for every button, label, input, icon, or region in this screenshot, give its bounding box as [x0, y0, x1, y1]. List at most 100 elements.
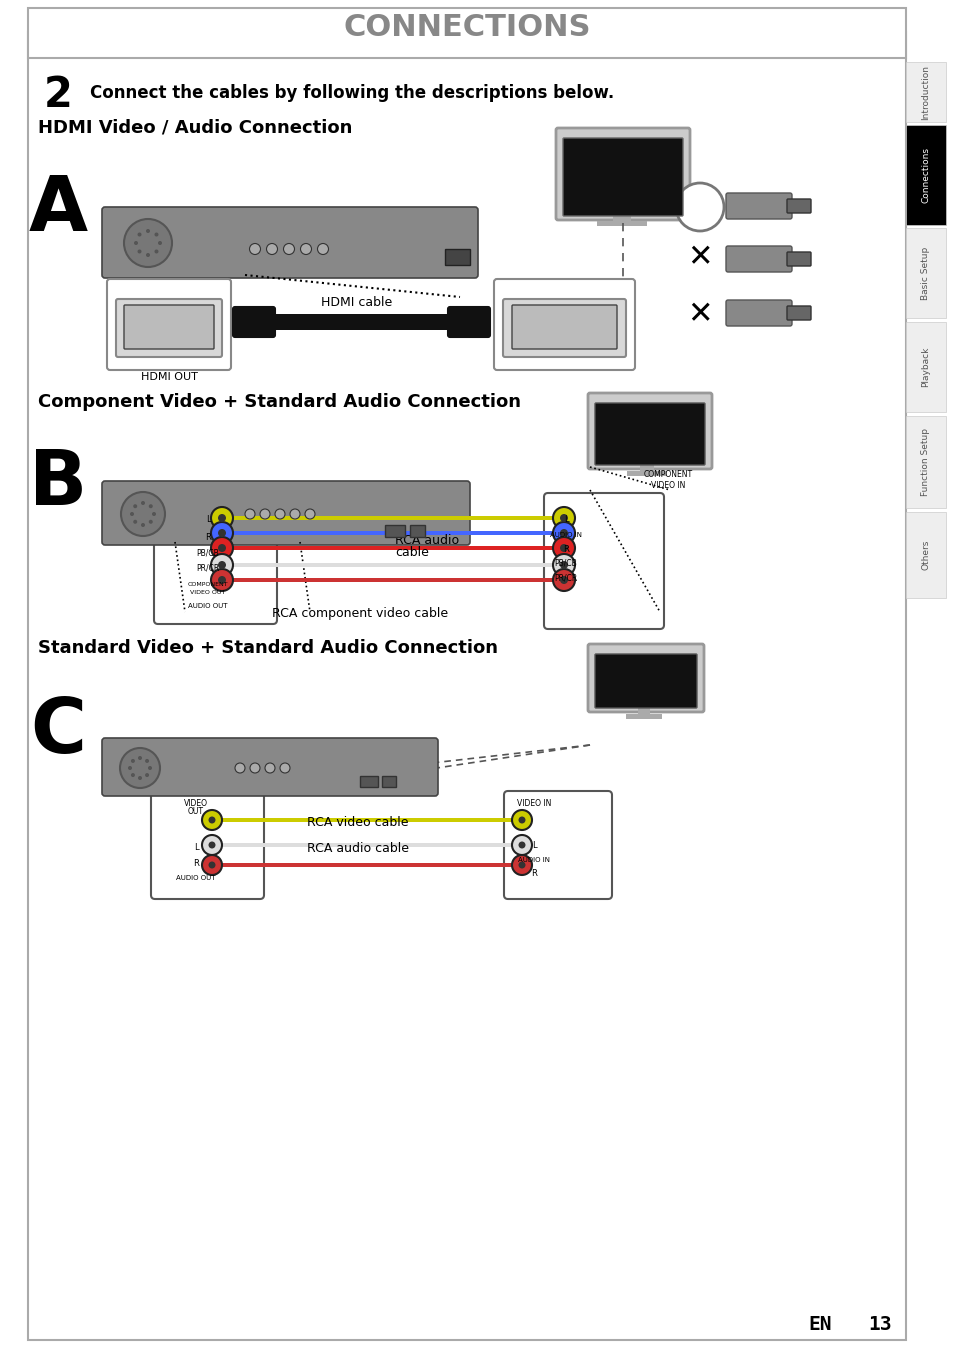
Circle shape [512, 855, 532, 875]
Circle shape [141, 523, 145, 527]
Circle shape [260, 510, 270, 519]
Bar [222, 578, 563, 582]
Text: A: A [29, 173, 88, 247]
Circle shape [280, 763, 290, 772]
Circle shape [145, 772, 149, 776]
Circle shape [300, 244, 312, 255]
Circle shape [559, 514, 567, 522]
FancyBboxPatch shape [502, 299, 625, 357]
Text: R: R [562, 545, 568, 554]
Circle shape [146, 253, 150, 257]
Circle shape [202, 855, 222, 875]
Text: HDMI Video / Audio Connection: HDMI Video / Audio Connection [38, 119, 352, 137]
Bar [270, 314, 453, 330]
Circle shape [218, 545, 226, 551]
Circle shape [676, 183, 723, 231]
Text: L: L [206, 515, 210, 524]
Circle shape [283, 244, 294, 255]
Circle shape [158, 241, 162, 245]
Circle shape [131, 772, 134, 776]
FancyBboxPatch shape [151, 791, 264, 899]
Circle shape [553, 537, 575, 559]
Circle shape [130, 512, 133, 516]
Circle shape [202, 834, 222, 855]
Text: cable: cable [395, 546, 429, 559]
Bar [222, 546, 563, 550]
Bar [626, 470, 666, 476]
Circle shape [211, 569, 233, 590]
Text: RCA video cable: RCA video cable [307, 816, 408, 829]
Text: VIDEO OUT: VIDEO OUT [191, 590, 226, 596]
Circle shape [211, 537, 233, 559]
Circle shape [152, 512, 156, 516]
Text: L: L [563, 515, 568, 524]
Text: Your TV: Your TV [621, 415, 668, 429]
Circle shape [128, 766, 132, 770]
Text: ✕: ✕ [686, 301, 712, 329]
Circle shape [553, 507, 575, 528]
FancyBboxPatch shape [786, 252, 810, 266]
Circle shape [559, 528, 567, 537]
Text: Your TV: Your TV [582, 155, 629, 168]
FancyBboxPatch shape [587, 394, 711, 469]
Circle shape [209, 861, 215, 868]
Circle shape [154, 232, 158, 236]
Circle shape [559, 576, 567, 584]
Bar [381, 776, 395, 787]
Circle shape [202, 810, 222, 830]
Circle shape [133, 520, 137, 524]
Text: L: L [193, 844, 198, 852]
FancyBboxPatch shape [725, 301, 791, 326]
FancyBboxPatch shape [512, 305, 617, 349]
Circle shape [250, 763, 260, 772]
Circle shape [137, 232, 141, 236]
Circle shape [137, 249, 141, 253]
Text: 13: 13 [867, 1316, 891, 1335]
Circle shape [250, 244, 260, 255]
Text: VIDEO: VIDEO [184, 798, 208, 807]
Bar [222, 531, 563, 535]
FancyBboxPatch shape [595, 654, 697, 708]
FancyBboxPatch shape [233, 307, 274, 337]
Circle shape [512, 834, 532, 855]
Circle shape [553, 554, 575, 576]
Text: R: R [531, 869, 537, 879]
Text: VIDEO IN: VIDEO IN [517, 798, 551, 807]
Text: PR/CR: PR/CR [196, 563, 219, 573]
Text: RCA audio cable: RCA audio cable [307, 841, 409, 855]
Text: OUT: OUT [188, 807, 204, 817]
Bar [905, 512, 945, 599]
Text: Component Video + Standard Audio Connection: Component Video + Standard Audio Connect… [38, 394, 520, 411]
Circle shape [141, 501, 145, 506]
Text: PB/CB: PB/CB [196, 549, 219, 558]
Bar [597, 221, 646, 226]
Circle shape [133, 241, 138, 245]
Bar [212, 818, 521, 822]
Text: ✕: ✕ [686, 244, 712, 272]
FancyBboxPatch shape [595, 403, 704, 465]
Text: Your TV: Your TV [618, 659, 666, 673]
Circle shape [559, 545, 567, 551]
Circle shape [218, 561, 226, 569]
Text: COMPONENT: COMPONENT [188, 582, 228, 588]
Circle shape [518, 817, 525, 824]
Bar [905, 228, 945, 318]
Text: Standard Video + Standard Audio Connection: Standard Video + Standard Audio Connecti… [38, 639, 497, 656]
Text: PB/CB: PB/CB [554, 558, 577, 568]
Bar [222, 516, 563, 520]
Circle shape [234, 763, 245, 772]
Text: RCA component video cable: RCA component video cable [272, 608, 448, 620]
FancyBboxPatch shape [153, 501, 276, 624]
Text: Basic Setup: Basic Setup [921, 247, 929, 299]
Bar [613, 212, 630, 222]
Bar [905, 322, 945, 412]
Circle shape [218, 528, 226, 537]
Text: RCA audio: RCA audio [395, 534, 458, 546]
FancyBboxPatch shape [503, 791, 612, 899]
Text: Connect the cables by following the descriptions below.: Connect the cables by following the desc… [90, 84, 614, 102]
Bar [905, 417, 945, 508]
FancyBboxPatch shape [556, 128, 689, 220]
Text: C: C [30, 696, 86, 768]
Circle shape [138, 756, 142, 760]
Text: Connections: Connections [921, 147, 929, 204]
